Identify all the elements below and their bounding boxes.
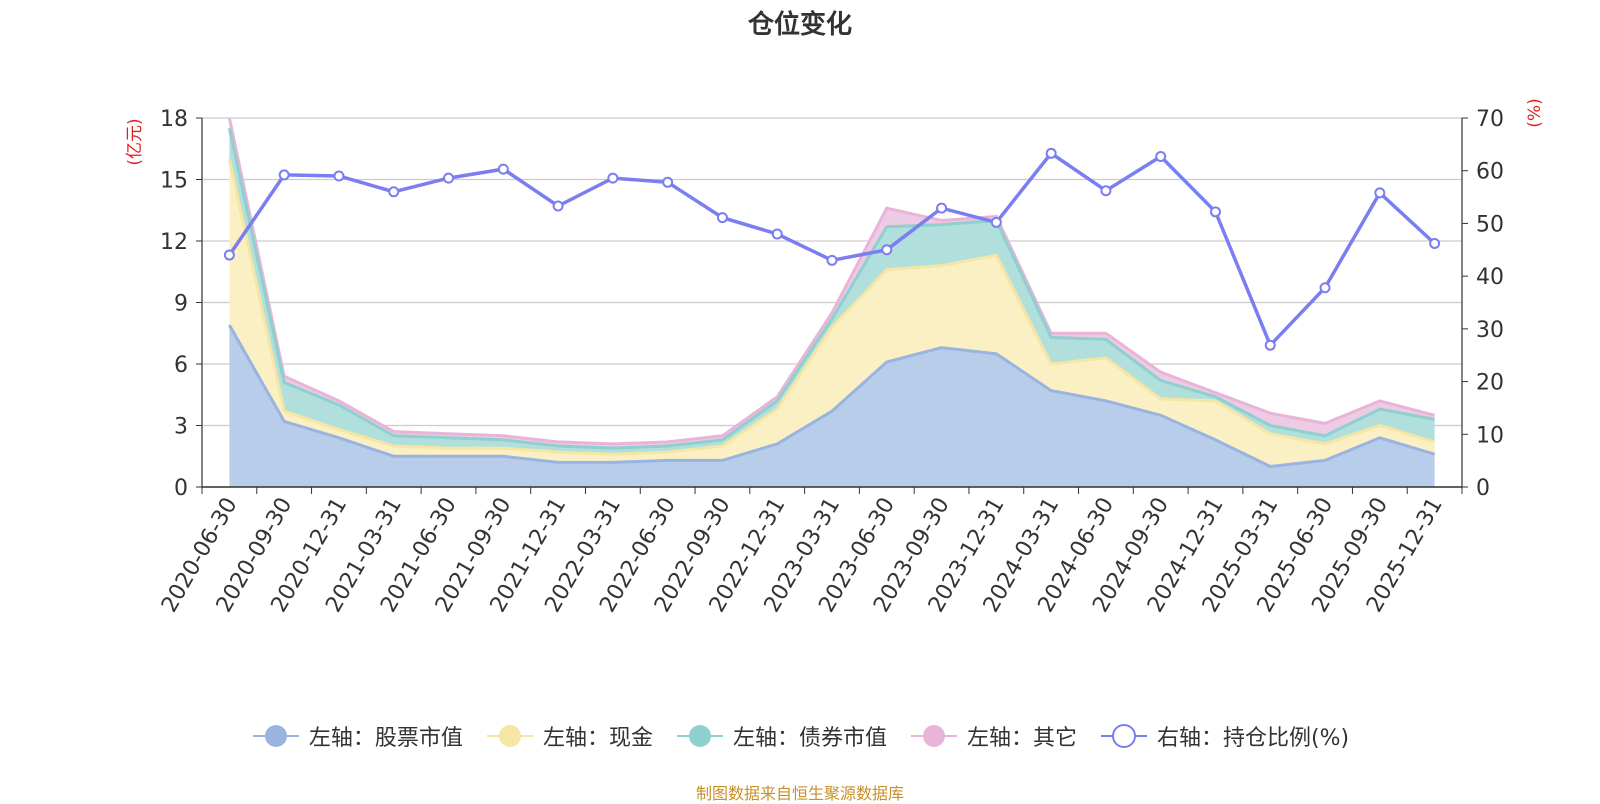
legend-item[interactable]: 左轴：债券市值 xyxy=(675,720,887,752)
right-axis-unit-label: (%) xyxy=(1525,98,1545,127)
legend: 左轴：股票市值 左轴：现金 左轴：债券市值 左轴：其它 右轴：持仓比例(%) xyxy=(0,720,1600,752)
position-ratio-point xyxy=(552,200,564,212)
position-ratio-point xyxy=(1155,150,1167,162)
position-ratio-point xyxy=(223,249,235,261)
right-axis-tick-label: 30 xyxy=(1476,318,1504,343)
position-ratio-point xyxy=(1264,339,1276,351)
position-ratio-point xyxy=(1045,147,1057,159)
legend-label: 左轴：股票市值 xyxy=(308,726,463,751)
chart-title: 仓位变化 xyxy=(747,10,852,40)
position-ratio-point xyxy=(278,169,290,181)
right-axis-tick-label: 20 xyxy=(1476,371,1504,396)
left-axis-tick-label: 6 xyxy=(174,353,188,378)
position-ratio-point xyxy=(333,170,345,182)
position-ratio-point xyxy=(1209,206,1221,218)
position-ratio-point xyxy=(443,172,455,184)
area-series-2 xyxy=(229,128,1435,455)
legend-filled-circle-icon xyxy=(910,725,957,747)
position-ratio-point xyxy=(881,244,893,256)
area-series-line-2 xyxy=(227,127,1435,450)
left-axis-tick-label: 3 xyxy=(174,415,188,440)
position-ratio-point xyxy=(662,176,674,188)
right-axis-tick-label: 50 xyxy=(1476,212,1504,237)
area-series-0 xyxy=(229,325,1435,487)
position-ratio-point xyxy=(388,186,400,198)
position-ratio-point xyxy=(716,212,728,224)
left-axis-tick-label: 12 xyxy=(160,230,188,255)
legend-label: 右轴：持仓比例(%) xyxy=(1156,726,1350,751)
position-ratio-point xyxy=(497,163,509,175)
legend-hollow-circle-icon xyxy=(1100,724,1147,748)
position-ratio-point xyxy=(607,172,619,184)
position-ratio-point xyxy=(771,228,783,240)
legend-item[interactable]: 左轴：现金 xyxy=(485,720,653,752)
position-ratio-point xyxy=(1374,187,1386,199)
right-axis-tick-label: 40 xyxy=(1476,265,1504,290)
right-axis-tick-label: 60 xyxy=(1476,160,1504,185)
position-ratio-point xyxy=(1319,282,1331,294)
right-axis-tick-label: 0 xyxy=(1476,476,1490,501)
right-axis-tick-label: 10 xyxy=(1476,423,1504,448)
legend-filled-circle-icon xyxy=(486,725,533,747)
position-ratio-point xyxy=(1429,237,1441,249)
position-ratio-point xyxy=(936,202,948,214)
data-source-note: 制图数据来自恒生聚源数据库 xyxy=(695,784,904,803)
legend-item[interactable]: 右轴：持仓比例(%) xyxy=(1099,720,1349,752)
legend-filled-circle-icon xyxy=(676,725,723,747)
legend-label: 左轴：其它 xyxy=(966,726,1077,751)
legend-label: 左轴：债券市值 xyxy=(732,726,887,751)
legend-item[interactable]: 左轴：其它 xyxy=(909,720,1077,752)
right-axis-tick-label: 70 xyxy=(1476,107,1504,132)
legend-filled-circle-icon xyxy=(252,725,299,747)
left-axis-unit-label: (亿元) xyxy=(125,118,145,165)
area-series-line-1 xyxy=(227,158,1436,456)
position-ratio-point xyxy=(1100,185,1112,197)
left-axis-tick-label: 0 xyxy=(174,476,188,501)
position-ratio-point xyxy=(826,254,838,266)
left-axis-tick-label: 9 xyxy=(174,292,188,317)
position-ratio-point xyxy=(990,216,1002,228)
legend-label: 左轴：现金 xyxy=(542,726,653,751)
legend-item[interactable]: 左轴：股票市值 xyxy=(251,720,463,752)
left-axis-tick-label: 18 xyxy=(160,107,188,132)
area-series-line-0 xyxy=(228,324,1436,469)
area-series-1 xyxy=(229,159,1435,467)
area-series-line-3 xyxy=(227,117,1435,446)
left-axis-tick-label: 15 xyxy=(160,169,188,194)
